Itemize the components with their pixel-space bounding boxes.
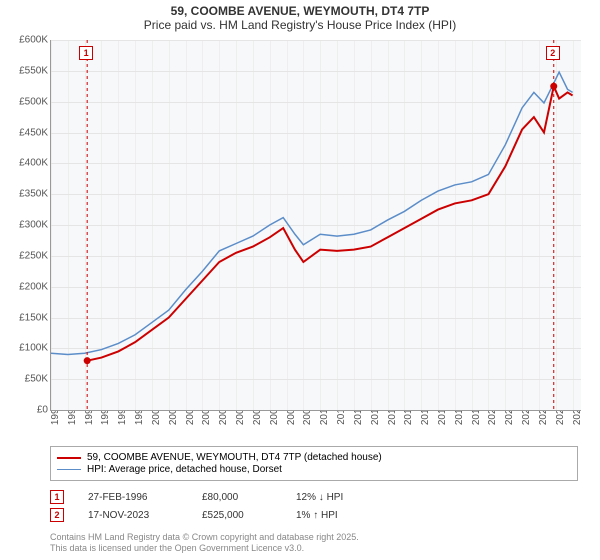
legend-item: HPI: Average price, detached house, Dors… <box>57 464 571 475</box>
y-axis-label: £100K <box>4 343 48 354</box>
transaction-pct: 1% ↑ HPI <box>296 510 338 521</box>
y-axis-label: £350K <box>4 189 48 200</box>
y-axis-label: £450K <box>4 127 48 138</box>
transaction-price: £80,000 <box>202 492 272 503</box>
series-hpi <box>51 72 573 354</box>
transaction-price: £525,000 <box>202 510 272 521</box>
series-price_paid <box>87 86 572 360</box>
marker-dot <box>550 83 557 90</box>
legend-label: 59, COOMBE AVENUE, WEYMOUTH, DT4 7TP (de… <box>87 452 382 463</box>
marker-box: 1 <box>79 46 93 60</box>
y-axis-label: £500K <box>4 96 48 107</box>
transaction-pct: 12% ↓ HPI <box>296 492 343 503</box>
legend: 59, COOMBE AVENUE, WEYMOUTH, DT4 7TP (de… <box>50 446 578 481</box>
transaction-marker: 2 <box>50 508 64 522</box>
y-axis-label: £200K <box>4 281 48 292</box>
footer-line: Contains HM Land Registry data © Crown c… <box>50 532 359 543</box>
title-block: 59, COOMBE AVENUE, WEYMOUTH, DT4 7TP Pri… <box>0 0 600 32</box>
transaction-row: 1 27-FEB-1996 £80,000 12% ↓ HPI <box>50 490 343 504</box>
y-axis-label: £50K <box>4 374 48 385</box>
legend-swatch <box>57 457 81 459</box>
legend-swatch <box>57 469 81 471</box>
y-axis-label: £600K <box>4 35 48 46</box>
transaction-row: 2 17-NOV-2023 £525,000 1% ↑ HPI <box>50 508 343 522</box>
footer-line: This data is licensed under the Open Gov… <box>50 543 359 554</box>
transaction-date: 27-FEB-1996 <box>88 492 178 503</box>
marker-box: 2 <box>546 46 560 60</box>
y-axis-label: £0 <box>4 405 48 416</box>
transactions-table: 1 27-FEB-1996 £80,000 12% ↓ HPI 2 17-NOV… <box>50 490 343 526</box>
transaction-marker: 1 <box>50 490 64 504</box>
chart-svg <box>51 40 581 410</box>
y-axis-label: £400K <box>4 158 48 169</box>
y-axis-label: £550K <box>4 65 48 76</box>
y-axis-label: £250K <box>4 250 48 261</box>
chart-container: 59, COOMBE AVENUE, WEYMOUTH, DT4 7TP Pri… <box>0 0 600 560</box>
footer-attribution: Contains HM Land Registry data © Crown c… <box>50 532 359 554</box>
y-axis-label: £150K <box>4 312 48 323</box>
chart-title-address: 59, COOMBE AVENUE, WEYMOUTH, DT4 7TP <box>0 4 600 18</box>
transaction-date: 17-NOV-2023 <box>88 510 178 521</box>
legend-item: 59, COOMBE AVENUE, WEYMOUTH, DT4 7TP (de… <box>57 452 571 463</box>
y-axis-label: £300K <box>4 220 48 231</box>
marker-dot <box>84 357 91 364</box>
legend-label: HPI: Average price, detached house, Dors… <box>87 464 282 475</box>
chart-title-subtitle: Price paid vs. HM Land Registry's House … <box>0 18 600 32</box>
chart-plot-area <box>50 40 581 411</box>
